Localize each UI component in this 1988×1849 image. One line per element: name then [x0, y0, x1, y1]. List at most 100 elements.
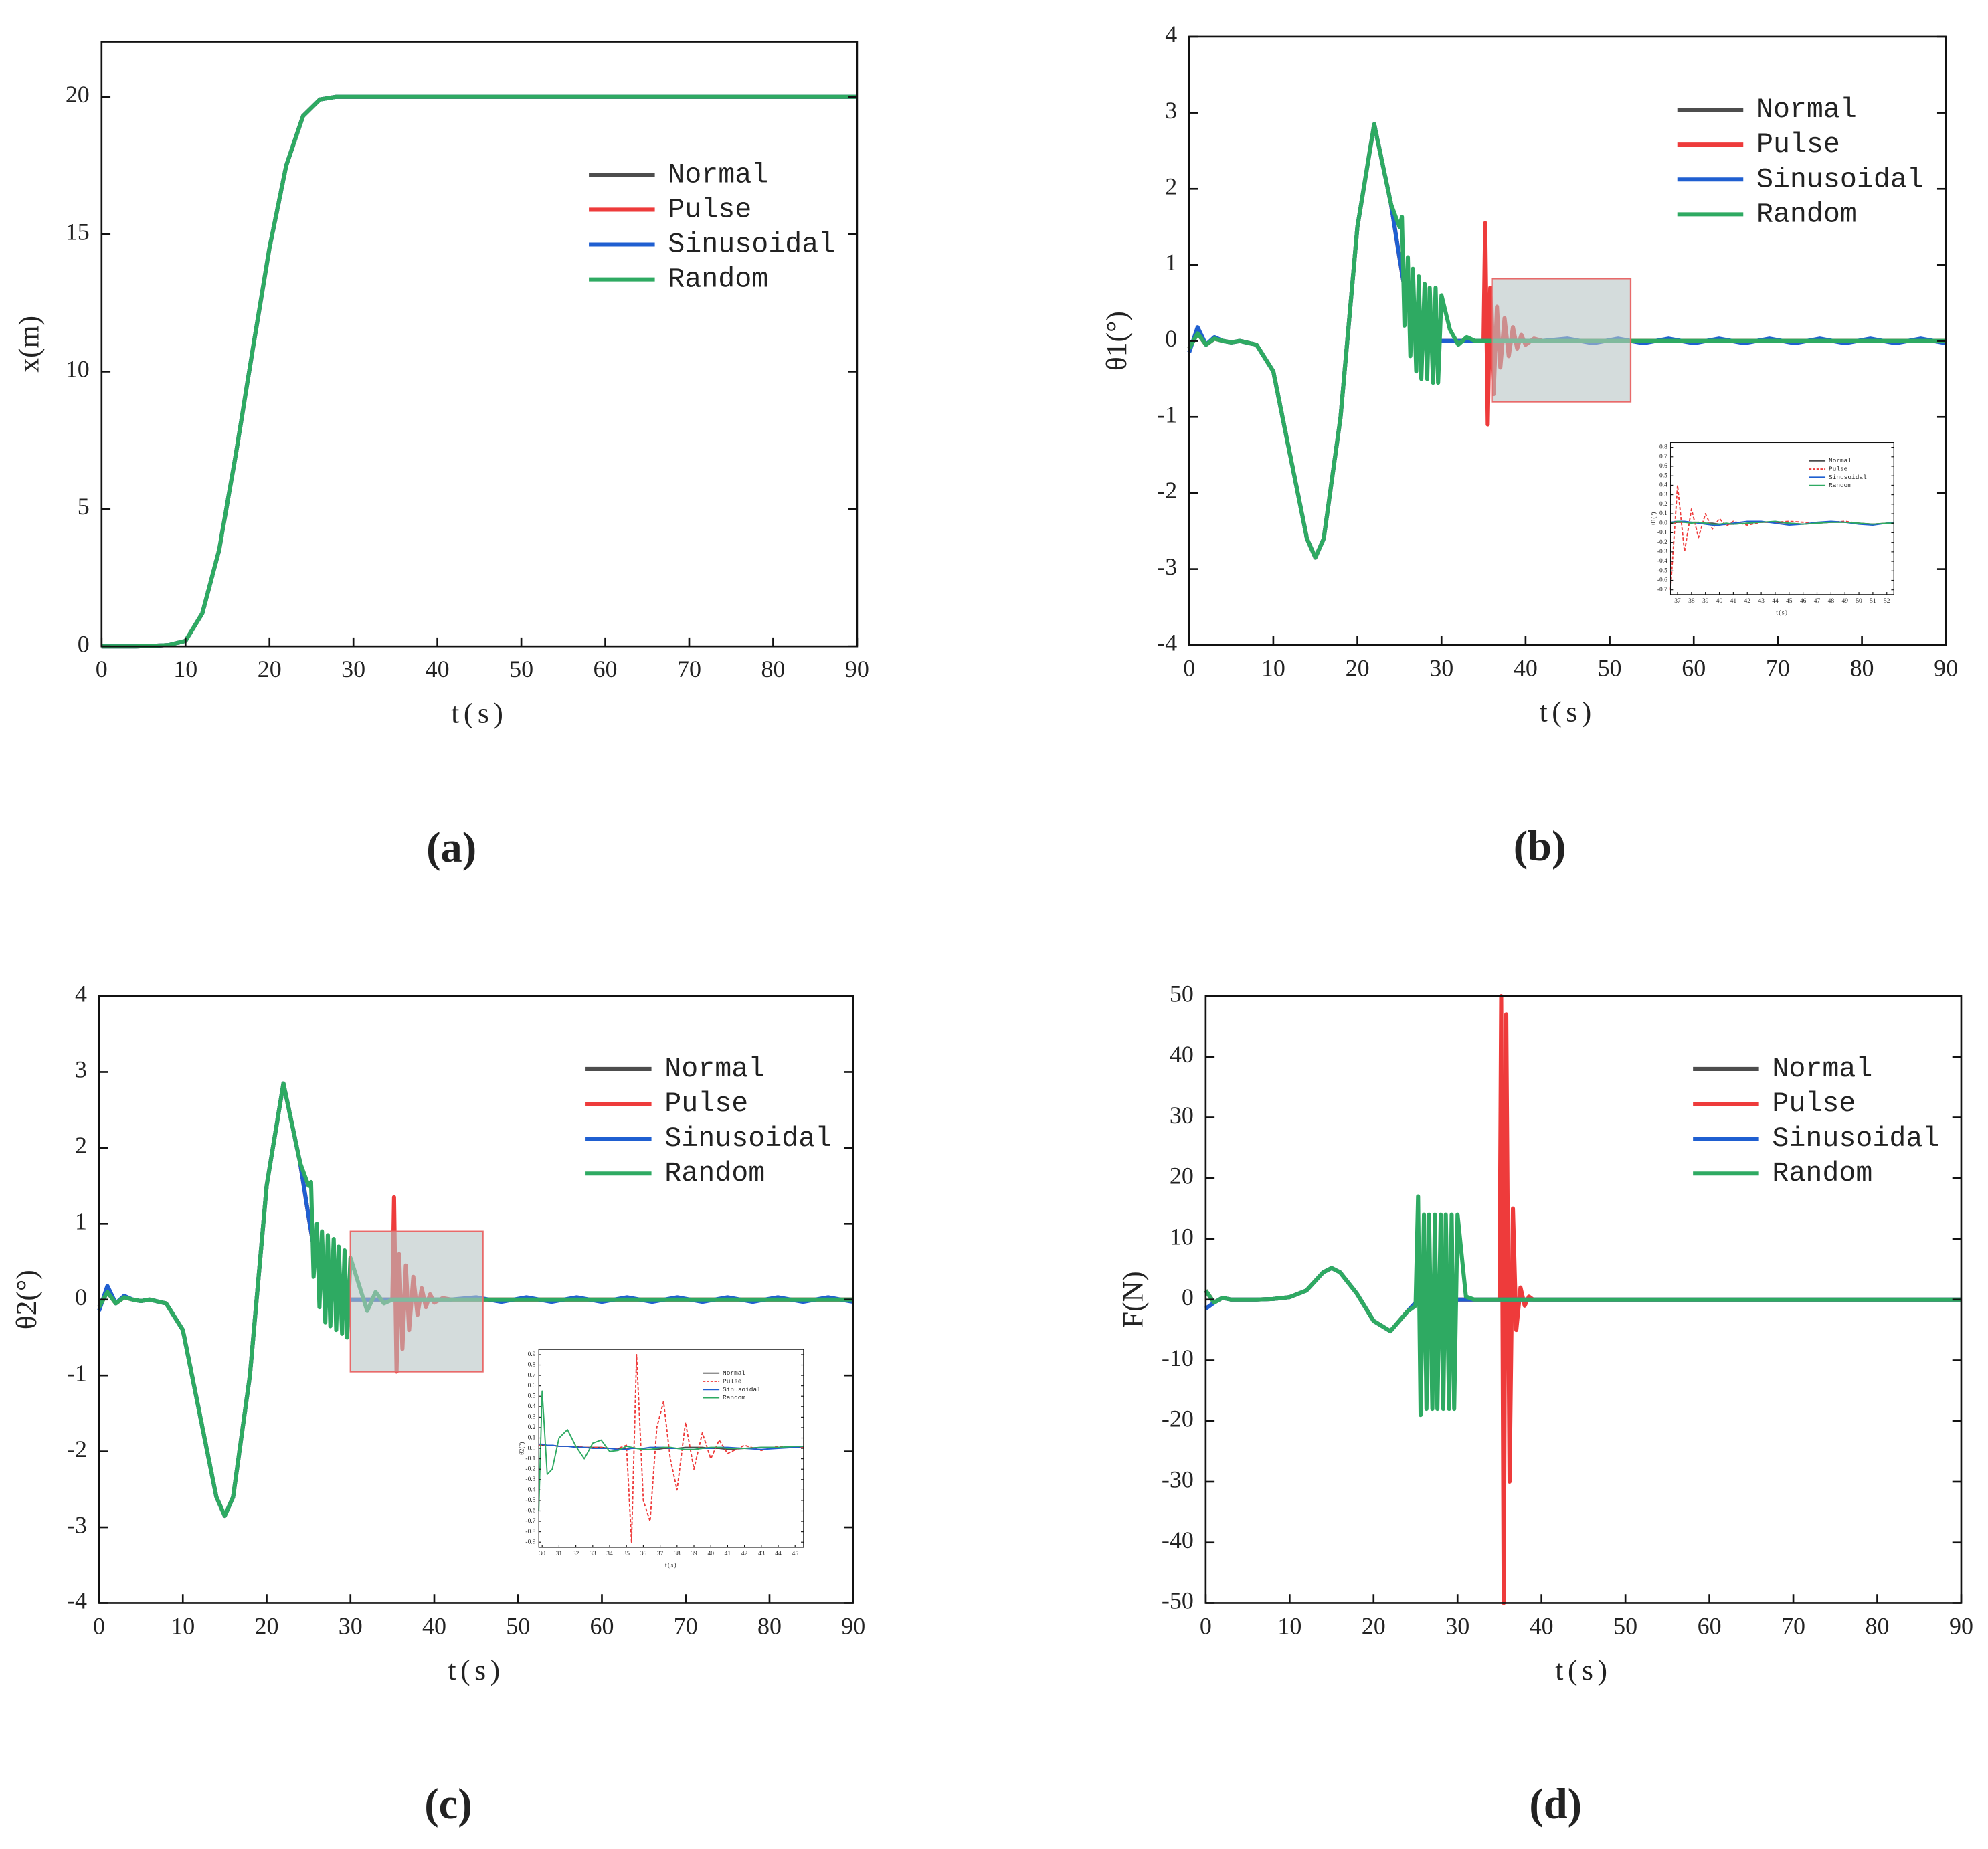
y-axis-label: x(m) [13, 316, 46, 373]
y-tick-label: 20 [66, 81, 90, 108]
x-tick-label: 40 [422, 1613, 446, 1640]
x-axis-label: t(s) [448, 1654, 505, 1686]
x-tick-label: 20 [1346, 654, 1370, 681]
y-tick-label: 0.0 [528, 1445, 536, 1452]
y-tick-label: 0.2 [1659, 501, 1667, 508]
x-tick-label: 38 [674, 1551, 681, 1557]
y-axis-label: θ2(°) [519, 1442, 526, 1454]
x-tick-label: 37 [657, 1551, 664, 1557]
x-tick-label: 44 [1772, 598, 1779, 605]
x-tick-label: 33 [590, 1551, 596, 1557]
y-tick-label: -1 [1157, 401, 1177, 428]
y-tick-label: 0.8 [528, 1362, 536, 1369]
x-tick-label: 80 [1866, 1613, 1890, 1640]
y-tick-label: 2 [1165, 173, 1177, 200]
y-tick-label: 15 [66, 218, 90, 245]
y-tick-label: 4 [75, 980, 87, 1007]
y-tick-label: 0.7 [1659, 454, 1667, 460]
y-tick-label: 0.3 [528, 1414, 536, 1421]
y-tick-label: 5 [78, 493, 90, 520]
y-tick-label: 0.1 [1659, 510, 1667, 517]
x-tick-label: 40 [707, 1551, 714, 1557]
y-tick-label: -0.6 [525, 1508, 535, 1515]
data-line [1187, 122, 1947, 560]
x-tick-label: 34 [606, 1551, 613, 1557]
x-tick-label: 20 [255, 1613, 279, 1640]
x-tick-label: 50 [1598, 654, 1622, 681]
x-tick-label: 60 [1698, 1613, 1722, 1640]
zoom-region [349, 1230, 484, 1373]
x-tick-label: 60 [1682, 654, 1706, 681]
x-tick-label: 50 [1856, 598, 1862, 605]
x-tick-label: 70 [1766, 654, 1790, 681]
legend-label: Random [664, 1157, 765, 1189]
y-tick-label: 0.6 [528, 1383, 536, 1389]
y-tick-label: 20 [1170, 1163, 1194, 1189]
data-line [1670, 520, 1894, 525]
x-tick-label: 43 [1758, 598, 1765, 605]
y-axis-label: θ2(°) [11, 1270, 43, 1329]
x-tick-label: 60 [590, 1613, 614, 1640]
plot-frame [1669, 442, 1894, 595]
y-axis-label: θ1(°) [1101, 311, 1133, 371]
x-tick-label: 48 [1828, 598, 1835, 605]
y-tick-label: -4 [1157, 629, 1177, 656]
y-tick-label: 4 [1165, 21, 1177, 47]
panel-label: (d) [1529, 1780, 1582, 1828]
y-tick-label: 0.5 [1659, 472, 1667, 479]
data-line [101, 94, 857, 649]
x-tick-label: 47 [1814, 598, 1821, 605]
y-tick-label: 0.5 [528, 1393, 536, 1399]
y-tick-label: 0.1 [528, 1435, 536, 1442]
y-tick-label: 3 [1165, 97, 1177, 124]
legend-label: Pulse [1772, 1088, 1856, 1120]
x-tick-label: 36 [640, 1551, 647, 1557]
y-tick-label: -0.9 [525, 1539, 535, 1545]
legend-label: Sinusoidal [668, 229, 835, 261]
y-tick-label: -2 [67, 1436, 87, 1462]
legend-label: Sinusoidal [1829, 474, 1867, 481]
y-tick-label: -10 [1162, 1345, 1194, 1371]
x-tick-label: 49 [1841, 598, 1848, 605]
x-tick-label: 10 [173, 656, 197, 682]
y-tick-label: -0.1 [1657, 530, 1667, 537]
x-tick-label: 10 [171, 1613, 195, 1640]
y-tick-label: -0.2 [1657, 539, 1667, 546]
y-tick-label: 0 [1182, 1284, 1194, 1310]
legend-label: Pulse [664, 1088, 748, 1120]
x-tick-label: 52 [1884, 598, 1890, 605]
legend-label: Pulse [668, 193, 751, 225]
x-tick-label: 90 [1949, 1613, 1973, 1640]
x-tick-label: 0 [93, 1613, 105, 1640]
y-tick-label: 0 [75, 1284, 87, 1310]
y-tick-label: -3 [67, 1511, 87, 1538]
y-axis-label: F(N) [1117, 1271, 1150, 1328]
x-tick-label: 30 [341, 656, 365, 682]
y-tick-label: -0.6 [1657, 577, 1667, 584]
x-tick-label: 20 [258, 656, 282, 682]
x-axis-label: t(s) [665, 1562, 677, 1569]
legend-label: Random [1772, 1157, 1872, 1189]
y-tick-label: -20 [1162, 1405, 1194, 1432]
y-tick-label: -4 [67, 1587, 87, 1614]
x-tick-label: 35 [623, 1551, 630, 1557]
y-tick-label: 2 [75, 1132, 87, 1159]
y-tick-label: 0.4 [1659, 482, 1667, 489]
legend-label: Random [1756, 198, 1857, 230]
y-tick-label: -0.7 [1657, 587, 1667, 593]
x-tick-label: 90 [841, 1613, 865, 1640]
x-tick-label: 42 [1744, 598, 1751, 605]
data-line [1204, 1194, 1961, 1418]
y-tick-label: -1 [67, 1359, 87, 1386]
x-tick-label: 50 [509, 656, 533, 682]
legend-label: Random [668, 264, 768, 296]
legend-label: Sinusoidal [664, 1123, 832, 1155]
legend-label: Sinusoidal [723, 1386, 761, 1393]
x-tick-label: 37 [1674, 598, 1681, 605]
y-tick-label: 1 [75, 1208, 87, 1235]
y-tick-label: 0 [1165, 325, 1177, 352]
x-tick-label: 70 [1781, 1613, 1805, 1640]
y-tick-label: 0.8 [1659, 444, 1667, 451]
y-tick-label: -0.3 [1657, 549, 1667, 555]
y-tick-label: 1 [1165, 249, 1177, 276]
